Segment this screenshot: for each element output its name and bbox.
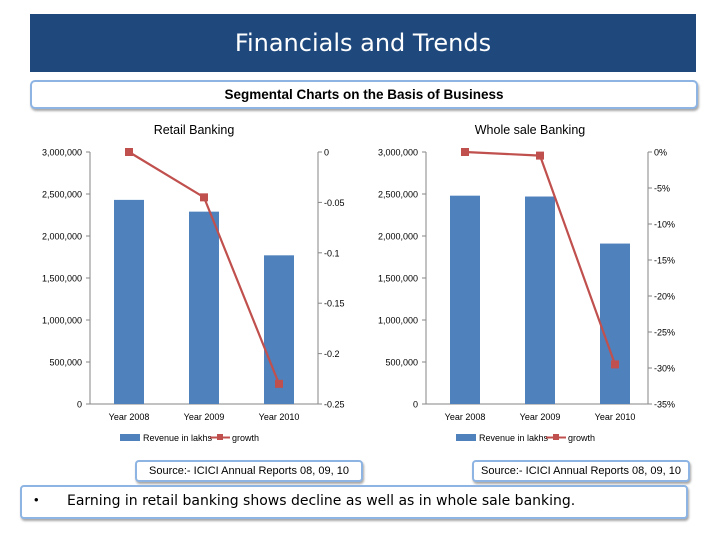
retail-growth-point [200, 193, 208, 202]
retail-right-tick-label: -0.05 [324, 198, 345, 208]
bullet-icon: • [34, 492, 39, 507]
wholesale-legend-line-label: growth [568, 433, 595, 443]
wholesale-revenue-bar [600, 243, 630, 404]
wholesale-right-tick-label: -15% [654, 256, 675, 266]
wholesale-left-tick-label: 1,500,000 [378, 274, 418, 284]
retail-right-tick-label: -0.1 [324, 248, 340, 258]
page-subtitle: Segmental Charts on the Basis of Busines… [30, 80, 698, 109]
wholesale-left-tick-label: 2,000,000 [378, 232, 418, 242]
retail-category-label: Year 2010 [259, 412, 300, 422]
wholesale-legend-bar-label: Revenue in lakhs [479, 433, 549, 443]
retail-revenue-bar [114, 199, 144, 404]
wholesale-legend-bar-swatch [456, 434, 476, 441]
wholesale-chart-title: Whole sale Banking [475, 123, 586, 137]
wholesale-revenue-bar [525, 196, 555, 404]
wholesale-category-label: Year 2008 [445, 412, 486, 422]
retail-left-tick-label: 0 [77, 400, 82, 410]
retail-left-tick-label: 500,000 [49, 358, 82, 368]
retail-left-tick-label: 3,000,000 [42, 148, 82, 158]
wholesale-category-label: Year 2010 [595, 412, 636, 422]
page-title: Financials and Trends [30, 14, 696, 72]
wholesale-growth-point [611, 360, 619, 369]
retail-growth-point [125, 148, 133, 156]
retail-left-tick-label: 2,500,000 [42, 190, 82, 200]
retail-right-tick-label: -0.2 [324, 349, 340, 359]
wholesale-right-tick-label: -20% [654, 292, 675, 302]
wholesale-right-tick-label: 0% [654, 148, 667, 158]
retail-revenue-bar [264, 255, 294, 404]
retail-legend-bar-swatch [120, 434, 140, 441]
retail-right-tick-label: -0.25 [324, 400, 345, 410]
wholesale-growth-point [536, 151, 544, 160]
retail-chart-title: Retail Banking [154, 123, 235, 137]
wholesale-category-label: Year 2009 [520, 412, 561, 422]
wholesale-right-tick-label: -10% [654, 220, 675, 230]
retail-left-tick-label: 2,000,000 [42, 232, 82, 242]
wholesale-source-label: Source:- ICICI Annual Reports 08, 09, 10 [472, 460, 690, 482]
wholesale-growth-point [461, 148, 469, 156]
retail-legend-bar-label: Revenue in lakhs [143, 433, 213, 443]
wholesale-right-tick-label: -30% [654, 364, 675, 374]
wholesale-left-tick-label: 0 [413, 400, 418, 410]
retail-right-tick-label: -0.15 [324, 299, 345, 309]
retail-source-label: Source:- ICICI Annual Reports 08, 09, 10 [135, 460, 363, 482]
retail-legend-line-marker [217, 434, 223, 440]
retail-category-label: Year 2009 [184, 412, 225, 422]
retail-category-label: Year 2008 [109, 412, 150, 422]
summary-note: • Earning in retail banking shows declin… [20, 485, 688, 519]
retail-right-tick-label: 0 [324, 148, 329, 158]
wholesale-left-tick-label: 500,000 [385, 358, 418, 368]
retail-left-tick-label: 1,500,000 [42, 274, 82, 284]
summary-note-text: Earning in retail banking shows decline … [67, 493, 576, 509]
wholesale-right-tick-label: -5% [654, 184, 670, 194]
wholesale-banking-chart: Whole sale Banking 0 500,000 1,000,000 1,500… [378, 123, 675, 443]
wholesale-right-tick-label: -35% [654, 400, 675, 410]
wholesale-revenue-bar [450, 195, 480, 404]
wholesale-legend-line-marker [553, 434, 559, 440]
retail-banking-chart: Retail Banking 0 500,000 1,000,000 1,500,000… [42, 123, 345, 443]
wholesale-right-tick-label: -25% [654, 328, 675, 338]
retail-left-tick-label: 1,000,000 [42, 316, 82, 326]
wholesale-left-tick-label: 3,000,000 [378, 148, 418, 158]
retail-revenue-bar [189, 211, 219, 404]
retail-growth-point [275, 379, 283, 388]
wholesale-left-tick-label: 1,000,000 [378, 316, 418, 326]
retail-legend-line-label: growth [232, 433, 259, 443]
wholesale-left-tick-label: 2,500,000 [378, 190, 418, 200]
